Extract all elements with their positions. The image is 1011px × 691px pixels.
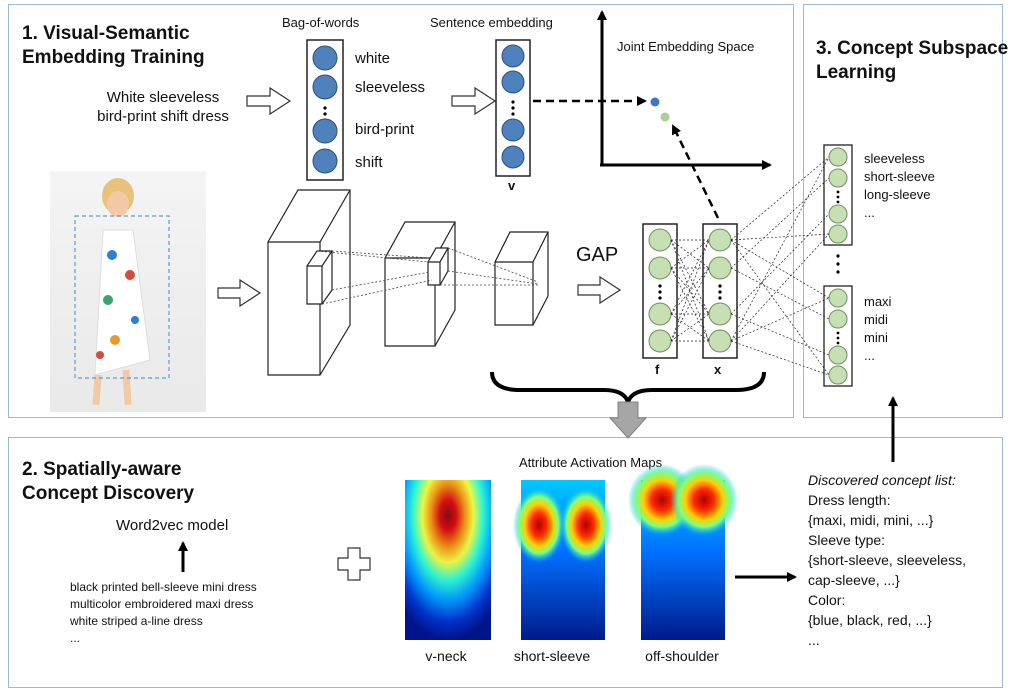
panel2-title: 2. Spatially-aware Concept Discovery xyxy=(22,458,194,506)
x-label: x xyxy=(714,362,722,377)
panel3-title-line2: Learning xyxy=(816,62,897,83)
panel1-title: 1. Visual-Semantic Embedding Training xyxy=(22,22,205,70)
subspace-vector-1 xyxy=(823,144,853,246)
input-caption-line1: White sleeveless xyxy=(106,89,220,106)
sentence-item: white striped a-line dress xyxy=(70,614,203,628)
group2-item: midi xyxy=(864,312,888,327)
panel3-title: 3. Concept Subspace Learning xyxy=(816,37,1008,85)
joint-space-label: Joint Embedding Space xyxy=(617,39,755,54)
sentence-embedding-vector xyxy=(495,39,531,177)
hollow-arrow-icon xyxy=(217,86,622,308)
panel1-title-line1: 1. Visual-Semantic xyxy=(22,23,190,44)
joint-embedding-axes xyxy=(533,10,772,219)
subspace-ellipsis xyxy=(836,254,840,274)
subspace-group-2: maxi midi mini ... xyxy=(864,293,891,365)
map-label-off-shoulder: off-shoulder xyxy=(645,648,719,664)
concept-list-heading: Discovered concept list: xyxy=(808,472,956,488)
activation-map-short-sleeve xyxy=(513,480,612,640)
word2vec-label: Word2vec model xyxy=(116,517,229,534)
receptive-field-lines xyxy=(316,247,539,305)
group1-item: long-sleeve xyxy=(864,187,931,202)
concept-line: {short-sleeve, sleeveless, xyxy=(808,552,966,568)
input-caption: White sleeveless bird-print shift dress xyxy=(68,88,258,126)
panel2-title-line1: 2. Spatially-aware xyxy=(22,459,182,480)
subspace-group-1: sleeveless short-sleeve long-sleeve ... xyxy=(864,150,935,222)
bow-word-2: bird-print xyxy=(355,121,415,138)
sentence-item: ... xyxy=(70,631,81,645)
panel2-title-line2: Concept Discovery xyxy=(22,483,195,504)
cnn-layers xyxy=(267,189,549,376)
dress-photo xyxy=(50,171,206,412)
bag-of-words-label: Bag-of-words xyxy=(282,15,360,30)
group2-item: ... xyxy=(864,348,875,363)
subspace-vector-2 xyxy=(823,285,853,387)
concept-line: Sleeve type: xyxy=(808,532,886,548)
concept-line: cap-sleeve, ...} xyxy=(808,572,900,588)
activation-maps-label: Attribute Activation Maps xyxy=(519,455,663,470)
training-sentences: black printed bell-sleeve mini dress mul… xyxy=(70,579,257,647)
group2-item: mini xyxy=(864,330,888,345)
panel1-title-line2: Embedding Training xyxy=(22,47,205,68)
group2-item: maxi xyxy=(864,294,892,309)
embedding-vector-x xyxy=(702,223,738,359)
input-caption-line2: bird-print shift dress xyxy=(97,108,229,125)
panel3-title-line1: 3. Concept Subspace xyxy=(816,38,1009,59)
sentence-item: multicolor embroidered maxi dress xyxy=(70,597,254,611)
bow-word-0: white xyxy=(355,50,391,67)
group1-item: short-sleeve xyxy=(864,169,935,184)
plus-icon xyxy=(337,547,371,581)
activation-map-vneck xyxy=(405,480,491,640)
activation-map-off-shoulder xyxy=(628,464,738,640)
concept-line: {blue, black, red, ...} xyxy=(808,612,932,628)
bow-word-3: shift xyxy=(355,154,383,171)
concept-line: ... xyxy=(808,632,820,648)
feature-vector-f xyxy=(642,223,678,359)
group1-item: ... xyxy=(864,205,875,220)
sentence-item: black printed bell-sleeve mini dress xyxy=(70,580,257,594)
fc-connections-f-x xyxy=(670,239,710,342)
f-label: f xyxy=(655,362,660,377)
sentence-vector-label: v xyxy=(508,178,516,193)
bag-of-words-vector xyxy=(306,39,344,181)
bow-word-1: sleeveless xyxy=(355,79,426,96)
concept-line: Color: xyxy=(808,592,846,608)
map-label-short-sleeve: short-sleeve xyxy=(513,648,591,664)
brace xyxy=(490,371,766,409)
gap-label: GAP xyxy=(576,244,619,266)
sentence-embedding-label: Sentence embedding xyxy=(430,15,553,30)
panel-concept-discovery xyxy=(8,437,1003,688)
map-label-vneck: v-neck xyxy=(425,648,467,664)
fc-connections-x-subspace xyxy=(730,156,830,376)
concept-list: Discovered concept list: Dress length: {… xyxy=(808,470,966,650)
concept-line: Dress length: xyxy=(808,492,891,508)
concept-line: {maxi, midi, mini, ...} xyxy=(808,512,934,528)
gray-down-arrow-icon xyxy=(608,401,648,439)
group1-item: sleeveless xyxy=(864,151,925,166)
